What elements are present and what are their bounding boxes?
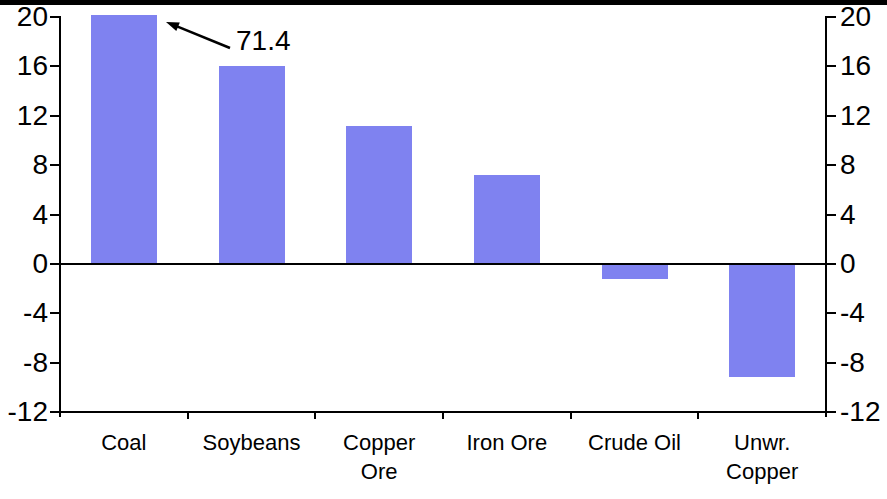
x-tick <box>570 412 572 419</box>
y-tick-label-right: 8 <box>840 150 887 180</box>
y-tick-right <box>826 164 836 166</box>
x-category-label-line: Soybeans <box>188 428 316 457</box>
y-tick-label-left: 12 <box>0 101 48 131</box>
y-tick-left <box>50 164 60 166</box>
x-category-label-soybeans: Soybeans <box>188 428 316 457</box>
y-tick-label-right: -8 <box>840 348 887 378</box>
annotation-value-label: 71.4 <box>236 25 291 57</box>
y-axis-right <box>825 16 827 417</box>
x-category-label-line: Coal <box>60 428 188 457</box>
y-tick-left <box>50 362 60 364</box>
annotation-arrow-icon <box>158 12 248 57</box>
y-tick-left <box>50 16 60 18</box>
y-tick-label-right: 20 <box>840 2 887 32</box>
x-category-label-iron-ore: Iron Ore <box>443 428 571 457</box>
y-tick-right <box>826 65 836 67</box>
top-border-rule <box>0 0 887 5</box>
x-category-label-line: Unwr. <box>698 428 826 457</box>
bar-unwr-copper <box>729 264 795 378</box>
y-tick-right <box>826 115 836 117</box>
x-category-label-copper-ore: CopperOre <box>315 428 443 486</box>
y-tick-label-right: 0 <box>840 249 887 279</box>
y-tick-right <box>826 214 836 216</box>
zero-line <box>60 263 826 265</box>
y-tick-right <box>826 263 836 265</box>
y-tick-label-left: 20 <box>0 2 48 32</box>
x-category-label-line: Crude Oil <box>571 428 699 457</box>
bar-iron-ore <box>474 175 540 265</box>
bar-coal <box>91 15 157 265</box>
y-tick-label-left: 16 <box>0 51 48 81</box>
bar-chart: 20 16 12 8 4 0 -4 -8 -12 20 16 12 8 4 0 -4 -8 -12 CoalSoyb… <box>0 0 887 499</box>
y-tick-label-left: -8 <box>0 348 48 378</box>
y-tick-label-right: 12 <box>840 101 887 131</box>
bar-copper-ore <box>346 126 412 265</box>
y-tick-left <box>50 312 60 314</box>
y-tick-right <box>826 312 836 314</box>
x-category-label-unwr-copper: Unwr.Copper <box>698 428 826 486</box>
y-tick-label-left: 8 <box>0 150 48 180</box>
x-category-label-line: Copper <box>315 428 443 457</box>
y-axis-left <box>59 16 61 417</box>
y-tick-left <box>50 65 60 67</box>
y-tick-label-left: -4 <box>0 298 48 328</box>
x-tick <box>314 412 316 419</box>
y-tick-label-left: 4 <box>0 200 48 230</box>
y-tick-right <box>826 362 836 364</box>
x-category-label-line: Copper <box>698 457 826 486</box>
x-tick <box>187 412 189 419</box>
y-tick-right <box>826 411 836 413</box>
x-category-label-crude-oil: Crude Oil <box>571 428 699 457</box>
y-tick-right <box>826 16 836 18</box>
y-tick-label-right: -4 <box>840 298 887 328</box>
y-tick-left <box>50 214 60 216</box>
x-tick <box>442 412 444 419</box>
x-tick <box>697 412 699 419</box>
y-tick-label-right: 4 <box>840 200 887 230</box>
y-tick-label-right: -12 <box>840 397 887 427</box>
y-tick-left <box>50 411 60 413</box>
y-tick-label-right: 16 <box>840 51 887 81</box>
y-tick-left <box>50 263 60 265</box>
x-category-label-line: Ore <box>315 457 443 486</box>
x-category-label-line: Iron Ore <box>443 428 571 457</box>
y-tick-label-left: -12 <box>0 397 48 427</box>
bar-soybeans <box>219 66 285 265</box>
y-tick-left <box>50 115 60 117</box>
bar-crude-oil <box>602 264 668 279</box>
x-category-label-coal: Coal <box>60 428 188 457</box>
y-tick-label-left: 0 <box>0 249 48 279</box>
